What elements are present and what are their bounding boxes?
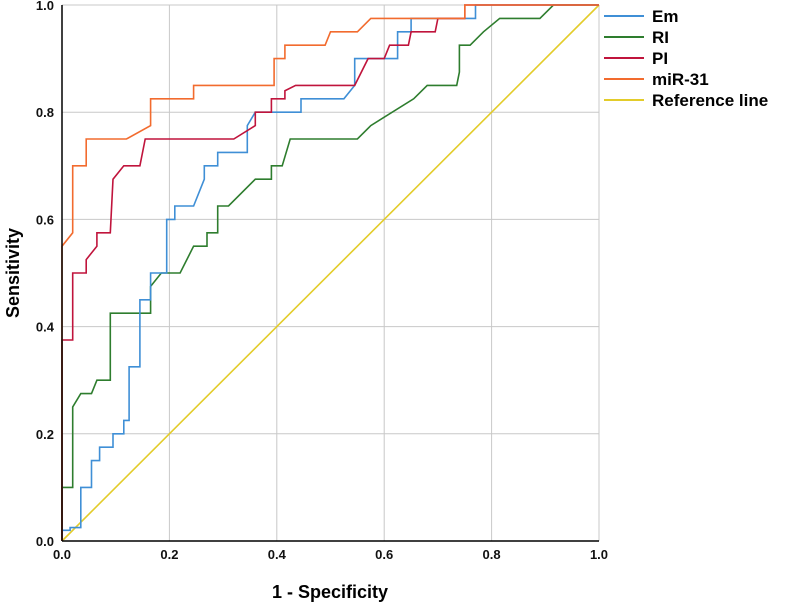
y-tick-label: 0.8 bbox=[36, 105, 54, 120]
series-line-reference-line bbox=[61, 4, 600, 542]
series-line-em bbox=[61, 4, 599, 541]
y-tick-label: 1.0 bbox=[36, 0, 54, 13]
series-line-pi bbox=[61, 4, 599, 541]
x-tick-label: 0.6 bbox=[375, 547, 393, 562]
legend-label: PI bbox=[652, 49, 668, 68]
series-line-mir-31 bbox=[61, 4, 599, 541]
y-tick-label: 0.0 bbox=[36, 534, 54, 549]
legend-label: Reference line bbox=[652, 91, 768, 110]
series-layer bbox=[61, 4, 600, 542]
legend: Em RI PI miR-31 Reference line bbox=[604, 7, 768, 110]
legend-label: RI bbox=[652, 28, 669, 47]
x-tick-label: 0.4 bbox=[268, 547, 287, 562]
x-tick-label: 0.0 bbox=[53, 547, 71, 562]
x-tick-label: 0.8 bbox=[483, 547, 501, 562]
tick-labels: 0.0 0.2 0.4 0.6 0.8 1.0 0.0 0.2 0.4 0.6 0.8 1.0 bbox=[36, 0, 608, 562]
x-tick-label: 1.0 bbox=[590, 547, 608, 562]
legend-label: Em bbox=[652, 7, 678, 26]
series-line-ri bbox=[61, 4, 599, 541]
y-tick-label: 0.6 bbox=[36, 212, 54, 227]
legend-label: miR-31 bbox=[652, 70, 709, 89]
y-tick-label: 0.4 bbox=[36, 320, 55, 335]
x-axis-title: 1 - Specificity bbox=[272, 582, 388, 602]
y-tick-label: 0.2 bbox=[36, 427, 54, 442]
y-axis-title: Sensitivity bbox=[3, 228, 23, 318]
x-tick-label: 0.2 bbox=[160, 547, 178, 562]
axes bbox=[61, 5, 599, 542]
